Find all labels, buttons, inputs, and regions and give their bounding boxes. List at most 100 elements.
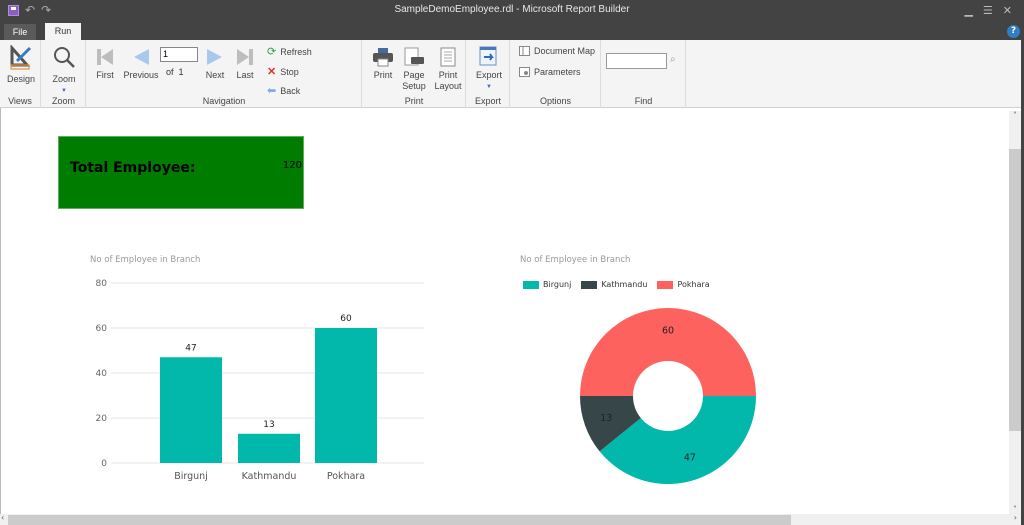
y-tick-label: 80 [96, 279, 108, 289]
group-label-find: Find [634, 96, 653, 106]
page-setup-label-2: Setup [402, 81, 426, 91]
print-layout-label-1: Print [438, 70, 458, 80]
window-controls: ▁ ☰ ✕ [964, 4, 1012, 17]
bar-value-label: 47 [185, 343, 196, 353]
bar-pokhara[interactable] [315, 328, 377, 463]
save-icon[interactable] [8, 4, 19, 16]
document-map-label: Document Map [534, 46, 596, 56]
ribbon-tabs: File Run ? [0, 22, 1024, 42]
help-icon[interactable]: ? [1007, 25, 1020, 38]
group-label-zoom: Zoom [51, 96, 75, 106]
bar-value-label: 13 [263, 420, 274, 430]
last-label: Last [236, 70, 254, 80]
scroll-right-icon[interactable]: › [1013, 513, 1017, 522]
total-employee-card: Total Employee: 120 [58, 136, 304, 209]
stop-button[interactable]: ✕ Stop [267, 65, 299, 78]
minimize-icon[interactable]: ▁ [964, 4, 973, 17]
undo-icon[interactable]: ↶ [25, 3, 36, 17]
tab-file[interactable]: File [4, 24, 36, 41]
legend-label: Birgunj [543, 280, 572, 289]
donut-value-label: 13 [600, 413, 612, 424]
x-tick-label: Birgunj [174, 471, 208, 482]
donut-value-label: 60 [662, 326, 674, 337]
parameters-button[interactable]: Parameters [519, 67, 581, 77]
back-button[interactable]: ⬅ Back [267, 84, 300, 97]
donut-value-label: 47 [684, 453, 696, 464]
bar-chart-title: No of Employee in Branch [90, 255, 201, 265]
vertical-scroll-thumb[interactable] [1009, 149, 1021, 431]
next-label: Next [205, 70, 225, 80]
scroll-up-icon[interactable]: ˄ [1013, 111, 1017, 120]
export-icon [479, 46, 497, 66]
scroll-down-icon[interactable]: ˅ [1013, 505, 1017, 514]
print-label: Print [373, 70, 393, 80]
total-employee-label: Total Employee: [70, 160, 196, 176]
document-map-button[interactable]: Document Map [519, 46, 595, 56]
group-find: ⌕ Find [602, 40, 686, 108]
design-icon [10, 45, 32, 70]
export-label: Export [475, 70, 502, 80]
last-button[interactable]: Last [232, 47, 258, 81]
title-bar: ↶ ↷ SampleDemoEmployee.rdl - Microsoft R… [0, 0, 1024, 22]
stop-icon: ✕ [267, 66, 277, 78]
group-label-navigation: Navigation [202, 96, 246, 106]
horizontal-scroll-thumb[interactable] [8, 515, 791, 525]
bar-birgunj[interactable] [160, 357, 222, 463]
y-tick-label: 20 [96, 414, 108, 424]
donut-slice-kathmandu[interactable] [580, 396, 641, 452]
parameters-icon [519, 67, 530, 77]
legend-item-kathmandu[interactable]: Kathmandu [581, 280, 647, 289]
legend-item-birgunj[interactable]: Birgunj [523, 280, 571, 289]
page-count-label: of 1 [166, 67, 184, 77]
stop-label: Stop [280, 66, 299, 77]
print-button[interactable]: Print [369, 47, 397, 81]
total-employee-value: 120 [282, 160, 302, 171]
legend-swatch [581, 280, 598, 289]
binoculars-icon[interactable]: ⌕ [670, 54, 676, 65]
previous-button[interactable]: Previous [123, 47, 159, 81]
print-layout-label-2: Layout [434, 81, 462, 91]
horizontal-scrollbar[interactable]: ‹ › [0, 513, 1021, 525]
group-navigation: First Previous Next Last ⟳ Refresh ✕ St [87, 40, 362, 108]
vertical-scrollbar[interactable]: ˄ ˅ [1009, 111, 1021, 514]
donut-slice-birgunj[interactable] [599, 396, 756, 484]
redo-icon[interactable]: ↷ [41, 3, 52, 17]
export-button[interactable]: Export ▼ [471, 45, 507, 93]
page-setup-button[interactable]: Page Setup [400, 47, 428, 92]
page-number-input[interactable]: 1 [160, 47, 198, 62]
zoom-button[interactable]: Zoom ▼ [46, 45, 82, 97]
window-title: SampleDemoEmployee.rdl - Microsoft Repor… [394, 4, 630, 15]
close-icon[interactable]: ✕ [1002, 4, 1012, 17]
group-label-options: Options [539, 96, 572, 106]
back-arrow-icon: ⬅ [267, 85, 277, 97]
bar-value-label: 60 [340, 314, 352, 324]
document-map-icon [519, 46, 530, 56]
find-input[interactable] [606, 53, 667, 69]
group-label-views: Views [8, 96, 32, 106]
x-tick-label: Kathmandu [242, 471, 297, 482]
maximize-icon[interactable]: ☰ [982, 4, 993, 17]
bar-kathmandu[interactable] [238, 433, 300, 463]
scroll-left-icon[interactable]: ‹ [1, 513, 5, 522]
first-button[interactable]: First [91, 47, 119, 81]
next-button[interactable]: Next [201, 47, 229, 81]
legend-label: Kathmandu [601, 280, 648, 289]
magnifier-icon [54, 47, 75, 68]
group-label-export: Export [474, 96, 501, 106]
legend-swatch [657, 280, 674, 289]
first-page-icon [97, 49, 113, 65]
ribbon: Design Views Zoom ▼ Zoom First Previous [0, 40, 1021, 108]
group-export: Export ▼ Export [467, 40, 510, 108]
legend-item-pokhara[interactable]: Pokhara [657, 280, 710, 289]
page-setup-label-1: Page [403, 70, 425, 80]
bar-chart: 0 20 40 60 80 47 Birgunj 13 Kathmandu 60 Pokhara [96, 279, 424, 482]
print-layout-button[interactable]: Print Layout [433, 47, 463, 92]
donut-slice-pokhara[interactable] [580, 308, 756, 396]
quick-access-toolbar: ↶ ↷ [8, 3, 51, 17]
donut-legend: Birgunj Kathmandu Pokhara [523, 280, 710, 289]
y-tick-label: 0 [101, 459, 107, 469]
tab-run[interactable]: Run [45, 23, 81, 42]
legend-swatch [523, 280, 539, 289]
design-button[interactable]: Design [4, 45, 38, 85]
refresh-button[interactable]: ⟳ Refresh [267, 45, 312, 58]
